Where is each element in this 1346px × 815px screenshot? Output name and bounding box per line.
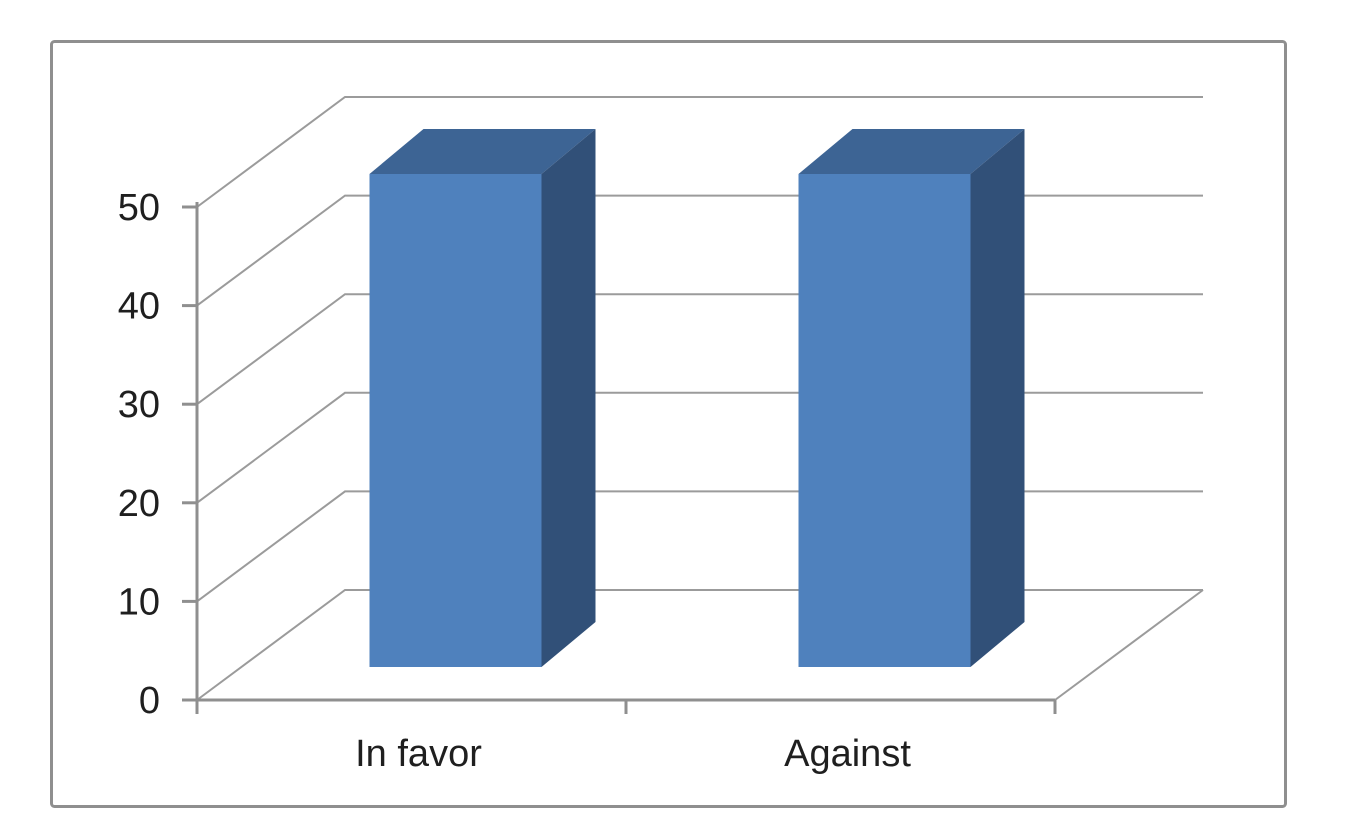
- bar-front-face: [369, 174, 542, 667]
- chart-border: [50, 40, 1287, 808]
- bar-in-favor: [369, 129, 596, 667]
- category-label-in-favor: In favor: [355, 733, 482, 775]
- bar-top-face: [369, 129, 596, 174]
- bar-top-face: [798, 129, 1025, 174]
- bar-side-face: [541, 129, 596, 667]
- y-axis-label-20: 20: [118, 483, 160, 525]
- y-axis-label-40: 40: [118, 286, 160, 328]
- bar-front-face: [798, 174, 971, 667]
- y-axis-label-0: 0: [139, 680, 160, 722]
- y-axis-label-50: 50: [118, 187, 160, 229]
- bar-against: [798, 129, 1025, 667]
- category-label-against: Against: [784, 733, 911, 775]
- floor-right-edge: [1054, 589, 1204, 701]
- y-axis-label-10: 10: [118, 581, 160, 623]
- bar-side-face: [970, 129, 1025, 667]
- gridline-50: [196, 96, 1203, 208]
- y-axis-label-30: 30: [118, 384, 160, 426]
